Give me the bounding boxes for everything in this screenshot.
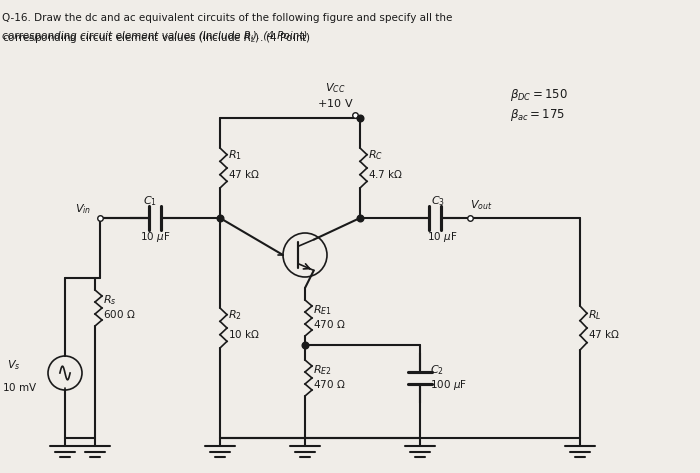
Text: $R_{E2}$: $R_{E2}$ bbox=[313, 363, 332, 377]
Text: corresponding circuit element values (Include $R_L$). (4 Point): corresponding circuit element values (In… bbox=[2, 31, 311, 45]
Text: $10\ \mathrm{k\Omega}$: $10\ \mathrm{k\Omega}$ bbox=[228, 328, 260, 340]
Text: $100\ \mu\mathrm{F}$: $100\ \mu\mathrm{F}$ bbox=[430, 378, 467, 392]
Text: $47\ \mathrm{k\Omega}$: $47\ \mathrm{k\Omega}$ bbox=[228, 168, 260, 180]
Text: $47\ \mathrm{k\Omega}$: $47\ \mathrm{k\Omega}$ bbox=[588, 328, 620, 340]
Text: $R_s$: $R_s$ bbox=[103, 293, 117, 307]
Text: $R_1$: $R_1$ bbox=[228, 148, 242, 162]
Text: $R_L$: $R_L$ bbox=[588, 308, 601, 322]
Text: $V_{CC}$: $V_{CC}$ bbox=[325, 81, 345, 95]
Text: $600\ \Omega$: $600\ \Omega$ bbox=[103, 308, 136, 320]
Text: $10\ \mu\mathrm{F}$: $10\ \mu\mathrm{F}$ bbox=[140, 230, 171, 244]
Text: $V_{out}$: $V_{out}$ bbox=[470, 198, 493, 212]
Text: $470\ \Omega$: $470\ \Omega$ bbox=[313, 378, 346, 390]
Text: $C_2$: $C_2$ bbox=[430, 363, 444, 377]
Text: $C_3$: $C_3$ bbox=[431, 194, 445, 208]
Text: $C_1$: $C_1$ bbox=[143, 194, 157, 208]
Text: $470\ \Omega$: $470\ \Omega$ bbox=[313, 318, 346, 330]
Text: corresponding circuit element values (Include Rₗ). (4 Point): corresponding circuit element values (In… bbox=[2, 31, 307, 41]
Text: $4.7\ \mathrm{k\Omega}$: $4.7\ \mathrm{k\Omega}$ bbox=[368, 168, 402, 180]
Text: $\beta_{DC} = 150$: $\beta_{DC} = 150$ bbox=[510, 87, 568, 103]
Text: $R_C$: $R_C$ bbox=[368, 148, 383, 162]
Text: $+10$ V: $+10$ V bbox=[316, 97, 354, 109]
Text: $R_2$: $R_2$ bbox=[228, 308, 242, 322]
Text: Q-16. Draw the dc and ac equivalent circuits of the following figure and specify: Q-16. Draw the dc and ac equivalent circ… bbox=[2, 13, 452, 23]
Text: $\beta_{ac} = 175$: $\beta_{ac} = 175$ bbox=[510, 107, 565, 123]
Text: $10\ \mu\mathrm{F}$: $10\ \mu\mathrm{F}$ bbox=[427, 230, 458, 244]
Text: $R_{E1}$: $R_{E1}$ bbox=[313, 303, 332, 317]
Text: $V_{in}$: $V_{in}$ bbox=[75, 202, 91, 216]
Text: $V_s$: $V_s$ bbox=[7, 358, 20, 372]
Text: $10\ \mathrm{mV}$: $10\ \mathrm{mV}$ bbox=[2, 381, 38, 393]
